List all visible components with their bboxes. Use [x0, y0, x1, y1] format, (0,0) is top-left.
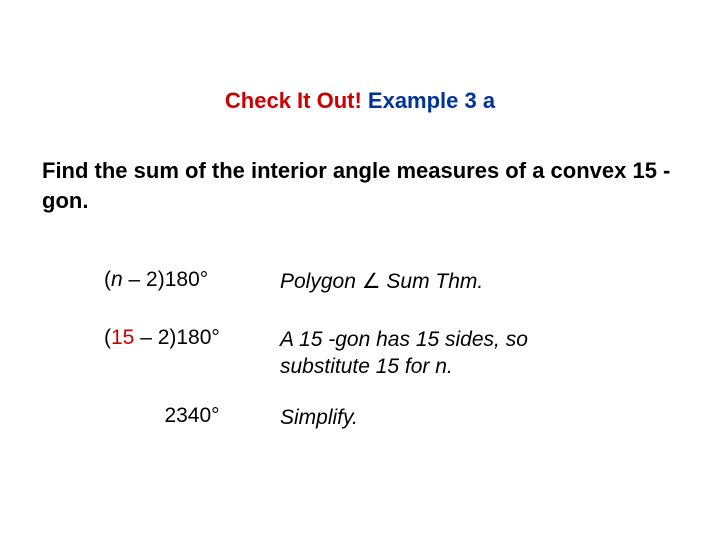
step-2-expression: (15 – 2)180°: [104, 326, 280, 350]
step-1-expression: (n – 2)180°: [104, 268, 280, 292]
step-3-reason: Simplify.: [280, 404, 358, 431]
title-blue-part: Example 3 a: [362, 88, 495, 113]
expr-open: (: [104, 268, 111, 291]
step-2-reason: A 15 -gon has 15 sides, so substitute 15…: [280, 326, 620, 381]
expr-substituted-15: 15: [111, 326, 134, 349]
degree-symbol: °: [211, 404, 219, 427]
step-1-reason: Polygon ∠ Sum Thm.: [280, 268, 483, 295]
slide-title: Check It Out! Example 3 a: [0, 88, 720, 114]
reason-post: Sum Thm.: [381, 270, 484, 293]
step-row-1: (n – 2)180° Polygon ∠ Sum Thm.: [104, 268, 483, 295]
reason-pre: Polygon: [280, 270, 362, 293]
step-3-expression: 2340°: [104, 404, 280, 428]
expr-mid: – 2)180: [123, 268, 200, 291]
degree-symbol: °: [200, 268, 208, 291]
expr-rest: – 2)180: [134, 326, 211, 349]
expr-variable-n: n: [111, 268, 123, 291]
step-row-3: 2340° Simplify.: [104, 404, 358, 431]
expr-open: (: [104, 326, 111, 349]
step-row-2: (15 – 2)180° A 15 -gon has 15 sides, so …: [104, 326, 620, 381]
title-red-part: Check It Out!: [225, 88, 362, 113]
expr-result: 2340: [164, 404, 211, 427]
problem-prompt: Find the sum of the interior angle measu…: [42, 156, 678, 215]
degree-symbol: °: [211, 326, 219, 349]
angle-icon: ∠: [362, 270, 381, 293]
